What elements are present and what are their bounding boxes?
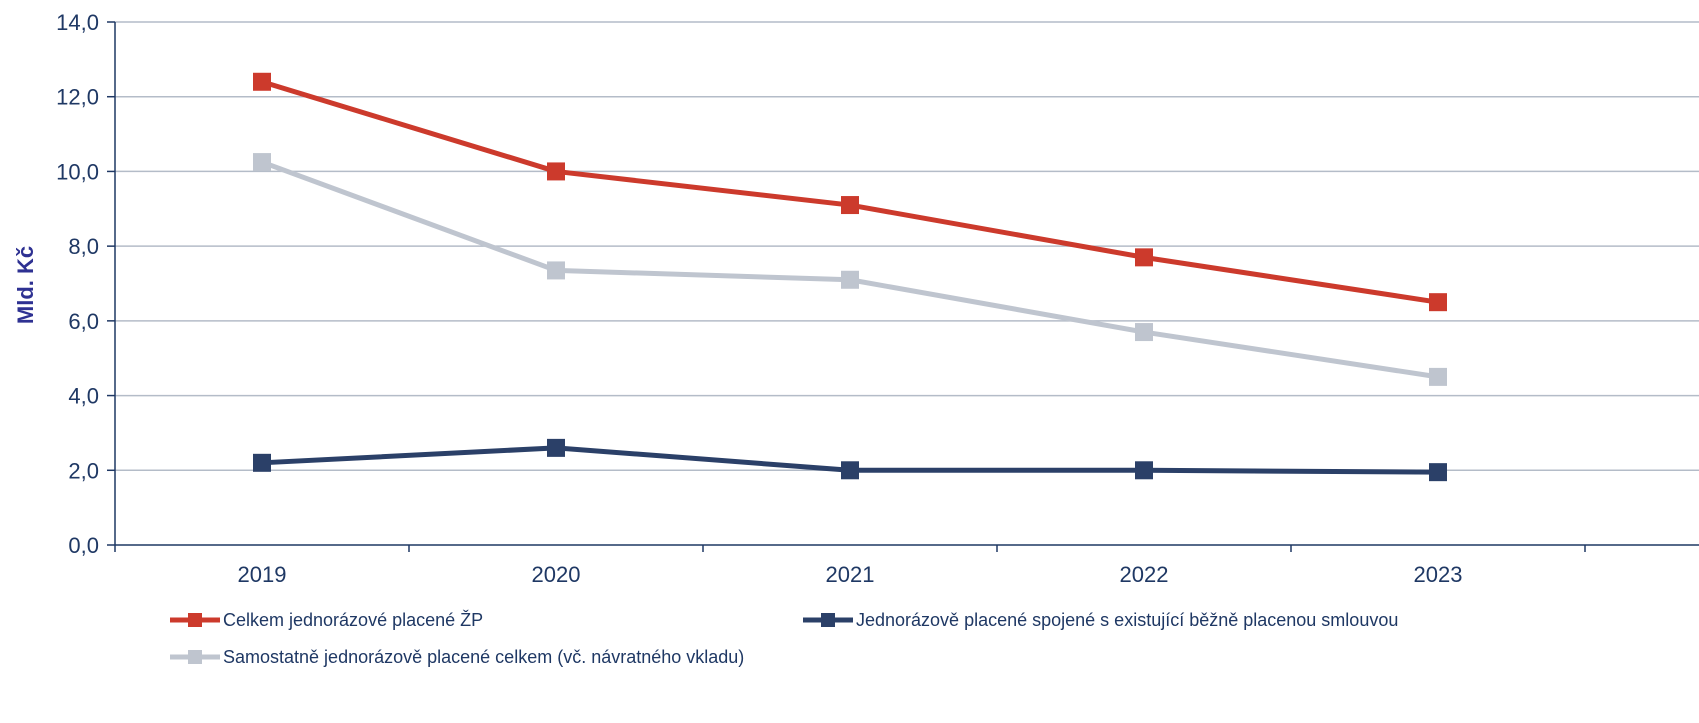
- legend-item-3: Samostatně jednorázově placené celkem (v…: [170, 647, 744, 667]
- y-tick-label: 10,0: [56, 159, 99, 184]
- legend-swatch-marker: [821, 613, 835, 627]
- y-tick-label: 0,0: [68, 533, 99, 558]
- legend-label: Celkem jednorázové placené ŽP: [223, 610, 483, 630]
- x-tick-label: 2020: [532, 562, 581, 587]
- legend-swatch-marker: [188, 650, 202, 664]
- series-line-1: [261, 79, 1439, 305]
- axes: [107, 21, 1699, 552]
- y-tick-label: 14,0: [56, 10, 99, 35]
- tick-labels: 0,0 2,0 4,0 6,0 8,0 10,0 12,0 14,0 2019 2020 2021 2…: [56, 10, 1462, 587]
- x-tick-label: 2023: [1414, 562, 1463, 587]
- series-1-point: [1429, 293, 1447, 312]
- x-tick-label: 2019: [238, 562, 287, 587]
- series-2-point: [547, 438, 565, 457]
- series-1-point: [253, 72, 271, 91]
- series-1-point: [547, 162, 565, 181]
- legend-swatch-marker: [188, 613, 202, 627]
- series-2-point: [841, 461, 859, 480]
- y-tick-label: 6,0: [68, 309, 99, 334]
- series-1-point: [1135, 248, 1153, 267]
- legend: Celkem jednorázové placené ŽP Jednorázově…: [170, 610, 1398, 667]
- series-3-point: [1429, 367, 1447, 386]
- legend-item-1: Celkem jednorázové placené ŽP: [170, 610, 483, 630]
- y-tick-label: 4,0: [68, 384, 99, 409]
- series-3-point: [1135, 323, 1153, 342]
- y-tick-label: 8,0: [68, 234, 99, 259]
- series-3-point: [841, 270, 859, 289]
- x-tick-label: 2021: [826, 562, 875, 587]
- series-line-3: [261, 159, 1439, 380]
- series-1-point: [841, 196, 859, 215]
- legend-item-2: Jednorázově placené spojené s existující…: [803, 610, 1398, 630]
- series-3-point: [547, 261, 565, 280]
- series-3-point: [253, 153, 271, 172]
- series-2-point: [253, 453, 271, 472]
- series-lines: [253, 72, 1447, 482]
- y-tick-label: 12,0: [56, 85, 99, 110]
- x-tick-label: 2022: [1120, 562, 1169, 587]
- series-2-point: [1135, 461, 1153, 480]
- y-axis-title: Mld. Kč: [13, 246, 38, 324]
- series-2-point: [1429, 463, 1447, 482]
- grid-lines: [115, 21, 1699, 472]
- legend-label: Jednorázově placené spojené s existující…: [856, 610, 1398, 630]
- legend-label: Samostatně jednorázově placené celkem (v…: [223, 647, 744, 667]
- y-tick-label: 2,0: [68, 458, 99, 483]
